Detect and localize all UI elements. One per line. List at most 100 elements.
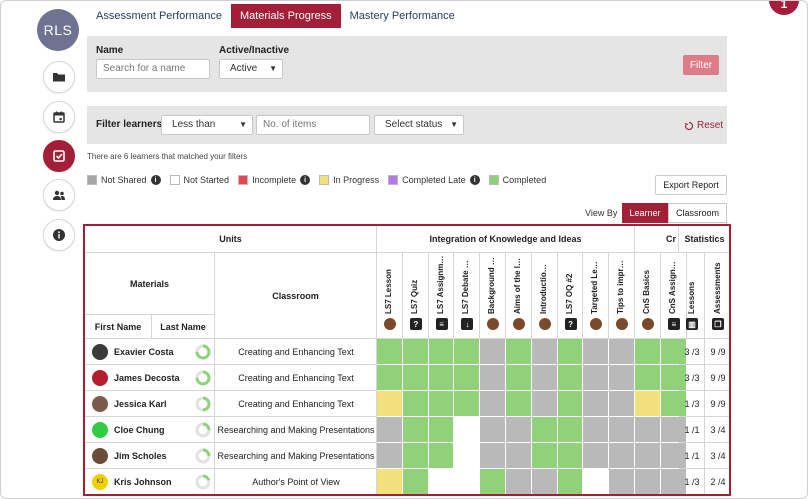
sidebar-reports-button[interactable] <box>43 140 75 172</box>
info-icon[interactable]: i <box>300 175 311 185</box>
progress-cell[interactable] <box>454 469 481 494</box>
progress-cell[interactable] <box>660 443 687 469</box>
progress-cell[interactable] <box>557 391 584 417</box>
progress-cell[interactable] <box>531 417 558 443</box>
progress-cell[interactable] <box>660 469 687 494</box>
progress-cell[interactable] <box>454 417 481 443</box>
progress-cell[interactable] <box>454 443 481 469</box>
progress-cell[interactable] <box>531 443 558 469</box>
sidebar-info-button[interactable] <box>43 219 75 251</box>
progress-cell[interactable] <box>609 417 635 443</box>
material-column-header[interactable] <box>609 253 635 339</box>
progress-cell[interactable] <box>557 469 584 494</box>
progress-cell[interactable] <box>402 443 429 469</box>
sidebar-people-button[interactable] <box>43 179 75 211</box>
progress-cell[interactable] <box>377 339 403 365</box>
material-column-header[interactable] <box>635 253 661 339</box>
progress-cell[interactable] <box>660 365 687 391</box>
progress-cell[interactable] <box>428 469 455 494</box>
table-row[interactable] <box>85 469 215 494</box>
tab-assessment-performance[interactable]: Assessment Performance <box>96 10 222 22</box>
progress-cell[interactable] <box>402 469 429 494</box>
progress-cell[interactable] <box>557 339 584 365</box>
progress-cell[interactable] <box>531 339 558 365</box>
sidebar-calendar-button[interactable] <box>43 101 75 133</box>
progress-cell[interactable] <box>480 391 506 417</box>
progress-cell[interactable] <box>377 443 403 469</box>
view-by-classroom-button[interactable]: Classroom <box>668 203 727 223</box>
progress-cell[interactable] <box>454 391 481 417</box>
material-column-header[interactable] <box>428 253 455 339</box>
progress-cell[interactable] <box>428 391 455 417</box>
progress-cell[interactable] <box>428 339 455 365</box>
progress-cell[interactable] <box>506 391 532 417</box>
progress-cell[interactable] <box>583 443 610 469</box>
progress-cell[interactable] <box>531 391 558 417</box>
material-column-header[interactable] <box>583 253 610 339</box>
progress-cell[interactable] <box>557 417 584 443</box>
progress-cell[interactable] <box>609 469 635 494</box>
tab-materials-progress[interactable]: Materials Progress <box>230 4 341 28</box>
progress-cell[interactable] <box>428 365 455 391</box>
progress-cell[interactable] <box>635 365 661 391</box>
comparison-select[interactable]: Less than ▼ <box>161 115 253 135</box>
progress-cell[interactable] <box>377 469 403 494</box>
progress-cell[interactable] <box>506 339 532 365</box>
progress-cell[interactable] <box>506 443 532 469</box>
progress-cell[interactable] <box>531 365 558 391</box>
material-column-header[interactable] <box>531 253 558 339</box>
progress-cell[interactable] <box>377 365 403 391</box>
name-search-input[interactable]: Search for a name <box>96 59 210 79</box>
view-by-learner-button[interactable]: Learner <box>622 203 668 223</box>
info-icon[interactable]: i <box>150 175 161 185</box>
progress-cell[interactable] <box>557 365 584 391</box>
material-column-header[interactable] <box>454 253 481 339</box>
progress-cell[interactable] <box>402 365 429 391</box>
learner-name[interactable]: Cloe Chung <box>114 425 165 435</box>
material-column-header[interactable] <box>506 253 532 339</box>
table-row[interactable] <box>85 443 215 469</box>
table-row[interactable] <box>85 339 215 365</box>
progress-cell[interactable] <box>402 391 429 417</box>
progress-cell[interactable] <box>480 365 506 391</box>
learner-name[interactable]: James Decosta <box>114 373 180 383</box>
user-avatar[interactable]: RLS <box>37 9 79 51</box>
progress-cell[interactable] <box>609 443 635 469</box>
progress-cell[interactable] <box>635 391 661 417</box>
progress-cell[interactable] <box>609 365 635 391</box>
sidebar-folder-button[interactable] <box>43 61 75 93</box>
progress-cell[interactable] <box>480 339 506 365</box>
export-report-button[interactable]: Export Report <box>655 175 727 195</box>
progress-cell[interactable] <box>480 417 506 443</box>
filter-button[interactable]: Filter <box>683 55 719 75</box>
progress-cell[interactable] <box>660 339 687 365</box>
progress-cell[interactable] <box>583 365 610 391</box>
table-row[interactable] <box>85 391 215 417</box>
progress-cell[interactable] <box>609 339 635 365</box>
progress-cell[interactable] <box>377 391 403 417</box>
learner-name[interactable]: Jim Scholes <box>114 451 167 461</box>
table-row[interactable] <box>85 365 215 391</box>
progress-cell[interactable] <box>480 443 506 469</box>
progress-cell[interactable] <box>506 417 532 443</box>
learner-name[interactable]: Exavier Costa <box>114 347 174 357</box>
progress-cell[interactable] <box>583 339 610 365</box>
material-column-header[interactable] <box>402 253 429 339</box>
info-icon[interactable]: i <box>469 175 480 185</box>
progress-cell[interactable] <box>454 339 481 365</box>
progress-cell[interactable] <box>660 417 687 443</box>
material-column-header[interactable] <box>660 253 687 339</box>
learner-name[interactable]: Kris Johnson <box>114 477 172 487</box>
progress-cell[interactable] <box>402 417 429 443</box>
tab-mastery-performance[interactable]: Mastery Performance <box>349 10 455 22</box>
material-column-header[interactable] <box>557 253 584 339</box>
materials-progress-table[interactable]: Units Integration of Knowledge and Ideas… <box>83 224 731 496</box>
progress-cell[interactable] <box>480 469 506 494</box>
progress-cell[interactable] <box>635 417 661 443</box>
progress-cell[interactable] <box>377 417 403 443</box>
item-count-input[interactable]: No. of items <box>256 115 370 135</box>
notification-badge[interactable]: 1 <box>769 1 799 15</box>
progress-cell[interactable] <box>635 469 661 494</box>
material-column-header[interactable] <box>480 253 506 339</box>
progress-cell[interactable] <box>428 417 455 443</box>
